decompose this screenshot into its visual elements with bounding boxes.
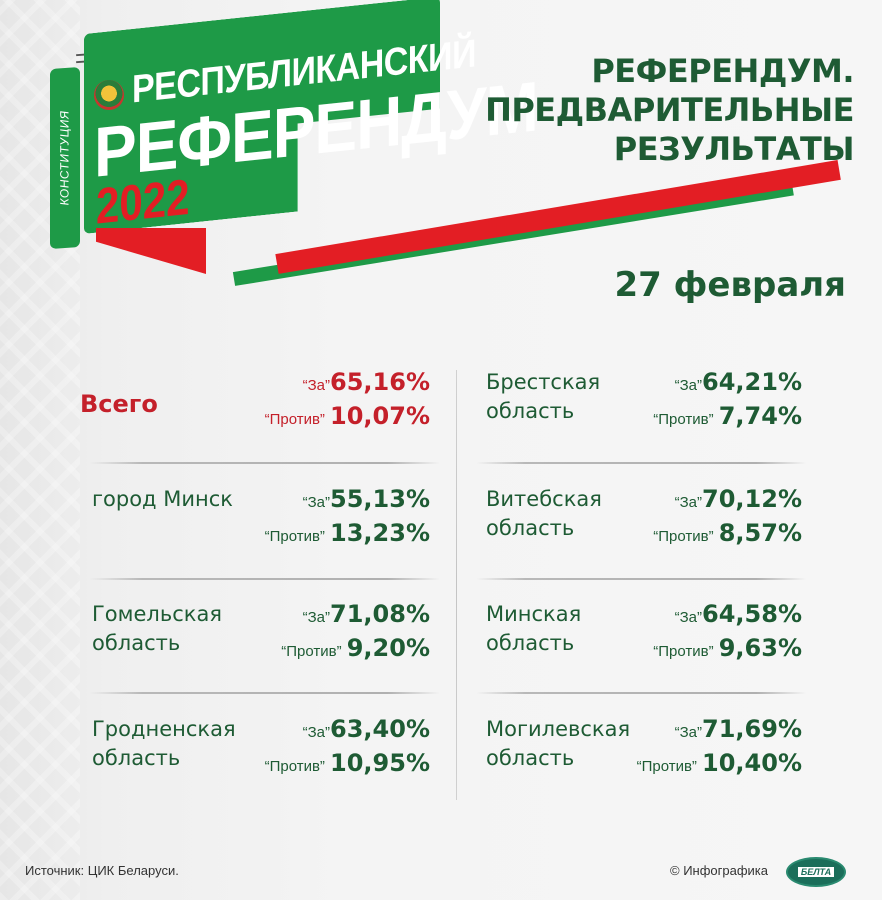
for-value: 63,40% — [330, 715, 430, 743]
against-value: 9,63% — [718, 634, 802, 662]
for-label: “За” — [302, 724, 331, 741]
votes: “За”55,13% “Против” 13,23% — [265, 485, 430, 553]
against-value: 7,74% — [718, 402, 802, 430]
region-name: Гомельская область — [92, 602, 222, 655]
against-value: 9,20% — [346, 634, 430, 662]
for-label: “За” — [674, 609, 703, 626]
result-minsk-region: Минская область “За”64,58% “Против” 9,63… — [486, 600, 802, 700]
date-label: 27 февраля — [614, 265, 846, 305]
result-total: Всего “За”65,16% “Против” 10,07% — [80, 368, 430, 468]
against-label: “Против” — [264, 411, 325, 428]
region-name: Витебская область — [486, 487, 602, 540]
against-value: 10,07% — [330, 402, 430, 430]
credit-note: © Инфографика — [670, 863, 769, 878]
region-name: Брестская область — [486, 370, 601, 423]
against-label: “Против” — [653, 528, 714, 545]
row-divider — [476, 578, 806, 580]
votes: “За”70,12% “Против” 8,57% — [653, 485, 802, 553]
page-title: РЕФЕРЕНДУМ. ПРЕДВАРИТЕЛЬНЫЕ РЕЗУЛЬТАТЫ — [485, 52, 854, 169]
red-ribbon — [96, 228, 206, 274]
region-name: Минская область — [486, 602, 582, 655]
votes: “За”71,69% “Против” 10,40% — [637, 715, 802, 783]
against-label: “Против” — [653, 643, 714, 660]
row-divider — [90, 578, 440, 580]
region-name: Могилевская область — [486, 717, 631, 770]
region-name: Всего — [80, 390, 158, 418]
belta-logo-text: БЕЛТА — [797, 867, 835, 877]
for-value: 64,58% — [702, 600, 802, 628]
belarus-emblem-icon — [94, 80, 124, 110]
result-vitebsk: Витебская область “За”70,12% “Против” 8,… — [486, 485, 802, 585]
votes: “За”63,40% “Против” 10,95% — [265, 715, 430, 783]
votes: “За”71,08% “Против” 9,20% — [281, 600, 430, 668]
title-line-1: РЕФЕРЕНДУМ. — [591, 52, 854, 90]
for-value: 70,12% — [702, 485, 802, 513]
against-value: 10,95% — [330, 749, 430, 777]
title-line-3: РЕЗУЛЬТАТЫ — [613, 130, 855, 168]
votes: “За”64,58% “Против” 9,63% — [653, 600, 802, 668]
for-label: “За” — [674, 494, 703, 511]
row-divider — [476, 692, 806, 694]
against-label: “Против” — [264, 528, 325, 545]
votes: “За”64,21% “Против” 7,74% — [653, 368, 802, 436]
result-mogilev: Могилевская область “За”71,69% “Против” … — [486, 715, 802, 815]
for-label: “За” — [302, 494, 331, 511]
against-value: 10,40% — [702, 749, 802, 777]
row-divider — [90, 462, 440, 464]
for-label: “За” — [674, 724, 703, 741]
result-grodno: Гродненская область “За”63,40% “Против” … — [92, 715, 430, 815]
column-divider — [456, 370, 457, 800]
against-label: “Против” — [264, 758, 325, 775]
referendum-logo: КОНСТИТУЦИЯ РЕСПУБЛИКАНСКИЙ РЕФЕРЕНДУМ 2… — [48, 28, 538, 274]
against-label: “Против” — [653, 411, 714, 428]
against-value: 8,57% — [718, 519, 802, 547]
row-divider — [90, 692, 440, 694]
result-gomel: Гомельская область “За”71,08% “Против” 9… — [92, 600, 430, 700]
region-name: Гродненская область — [92, 717, 236, 770]
for-label: “За” — [674, 377, 703, 394]
for-label: “За” — [302, 377, 331, 394]
for-value: 71,69% — [702, 715, 802, 743]
for-label: “За” — [302, 609, 331, 626]
region-name: город Минск — [92, 487, 233, 511]
for-value: 65,16% — [330, 368, 430, 396]
row-divider — [476, 462, 806, 464]
against-label: “Против” — [281, 643, 342, 660]
against-value: 13,23% — [330, 519, 430, 547]
spine-label: КОНСТИТУЦИЯ — [58, 109, 73, 207]
source-note: Источник: ЦИК Беларуси. — [25, 863, 179, 878]
belta-logo-icon: БЕЛТА — [786, 857, 846, 887]
logo-year: 2022 — [96, 168, 190, 235]
against-label: “Против” — [636, 758, 697, 775]
votes: “За”65,16% “Против” 10,07% — [265, 368, 430, 436]
for-value: 64,21% — [702, 368, 802, 396]
result-minsk-city: город Минск “За”55,13% “Против” 13,23% — [92, 485, 430, 585]
for-value: 55,13% — [330, 485, 430, 513]
title-line-2: ПРЕДВАРИТЕЛЬНЫЕ — [485, 91, 854, 129]
result-brest: Брестская область “За”64,21% “Против” 7,… — [486, 368, 802, 468]
book-spine: КОНСТИТУЦИЯ — [50, 66, 80, 250]
for-value: 71,08% — [330, 600, 430, 628]
